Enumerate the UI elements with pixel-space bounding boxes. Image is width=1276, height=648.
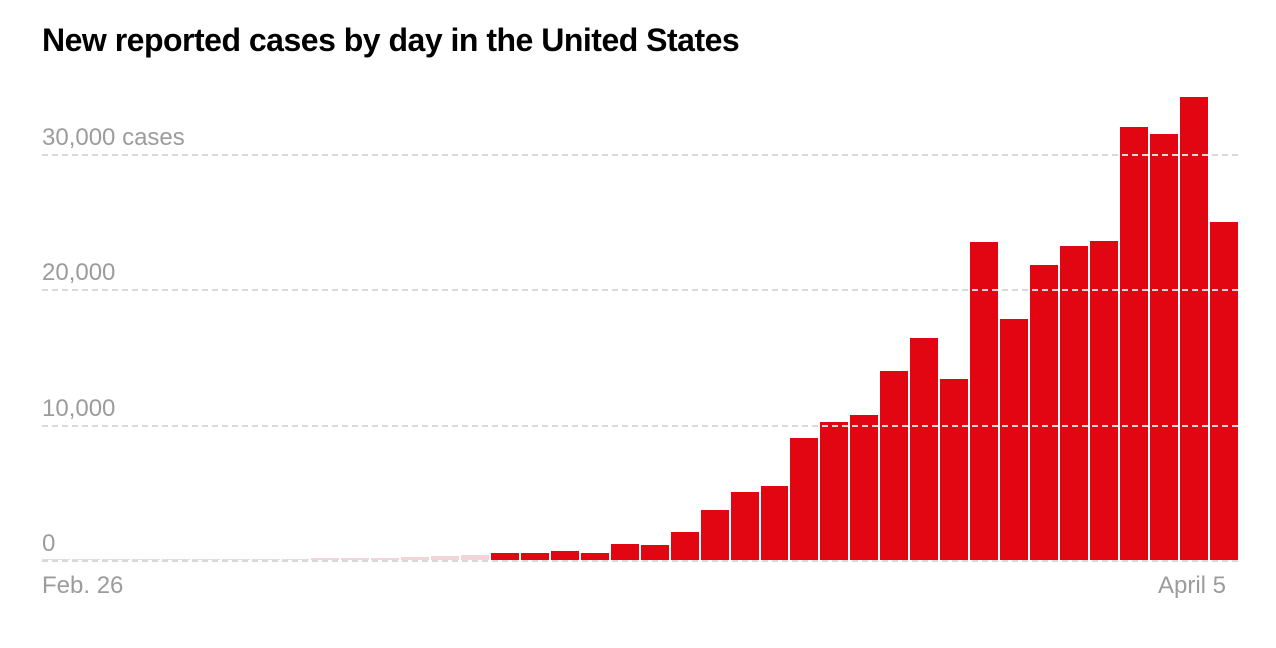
plot-area: 0 10,000 20,000 30,000 cases bbox=[42, 100, 1238, 560]
bar bbox=[1000, 319, 1028, 560]
gridline bbox=[42, 560, 1238, 562]
bar bbox=[1180, 97, 1208, 560]
bar bbox=[1210, 222, 1238, 560]
y-tick-label: 30,000 cases bbox=[42, 124, 185, 152]
bar bbox=[850, 415, 878, 560]
bar bbox=[790, 438, 818, 560]
bar bbox=[581, 553, 609, 560]
gridline bbox=[42, 154, 1238, 156]
bar bbox=[910, 338, 938, 560]
bar bbox=[521, 553, 549, 560]
bar bbox=[1120, 127, 1148, 560]
bar bbox=[761, 486, 789, 560]
bar bbox=[611, 544, 639, 560]
chart-title: New reported cases by day in the United … bbox=[42, 22, 739, 59]
bar bbox=[671, 532, 699, 560]
bar bbox=[491, 553, 519, 560]
bars-group bbox=[42, 100, 1238, 560]
chart-container: New reported cases by day in the United … bbox=[0, 0, 1276, 648]
x-axis-start-label: Feb. 26 bbox=[42, 572, 123, 600]
bar bbox=[1150, 134, 1178, 560]
y-tick-label: 20,000 bbox=[42, 259, 115, 287]
y-tick-label: 0 bbox=[42, 530, 55, 558]
bar bbox=[1030, 265, 1058, 560]
bar bbox=[641, 545, 669, 560]
bar bbox=[880, 371, 908, 560]
bar bbox=[940, 379, 968, 560]
x-axis-end-label: April 5 bbox=[1158, 572, 1226, 600]
gridline bbox=[42, 289, 1238, 291]
y-tick-label: 10,000 bbox=[42, 395, 115, 423]
bar bbox=[731, 492, 759, 560]
bar bbox=[1060, 246, 1088, 560]
bar bbox=[701, 510, 729, 560]
bar bbox=[551, 551, 579, 560]
gridline bbox=[42, 425, 1238, 427]
bar bbox=[820, 422, 848, 560]
